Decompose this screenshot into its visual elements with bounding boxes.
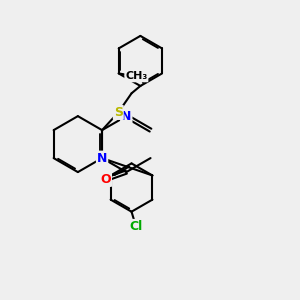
Text: N: N (121, 110, 131, 123)
Text: O: O (100, 173, 111, 186)
Text: N: N (97, 152, 107, 165)
Text: Cl: Cl (129, 220, 142, 233)
Text: CH₃: CH₃ (125, 71, 148, 81)
Text: S: S (114, 106, 123, 119)
